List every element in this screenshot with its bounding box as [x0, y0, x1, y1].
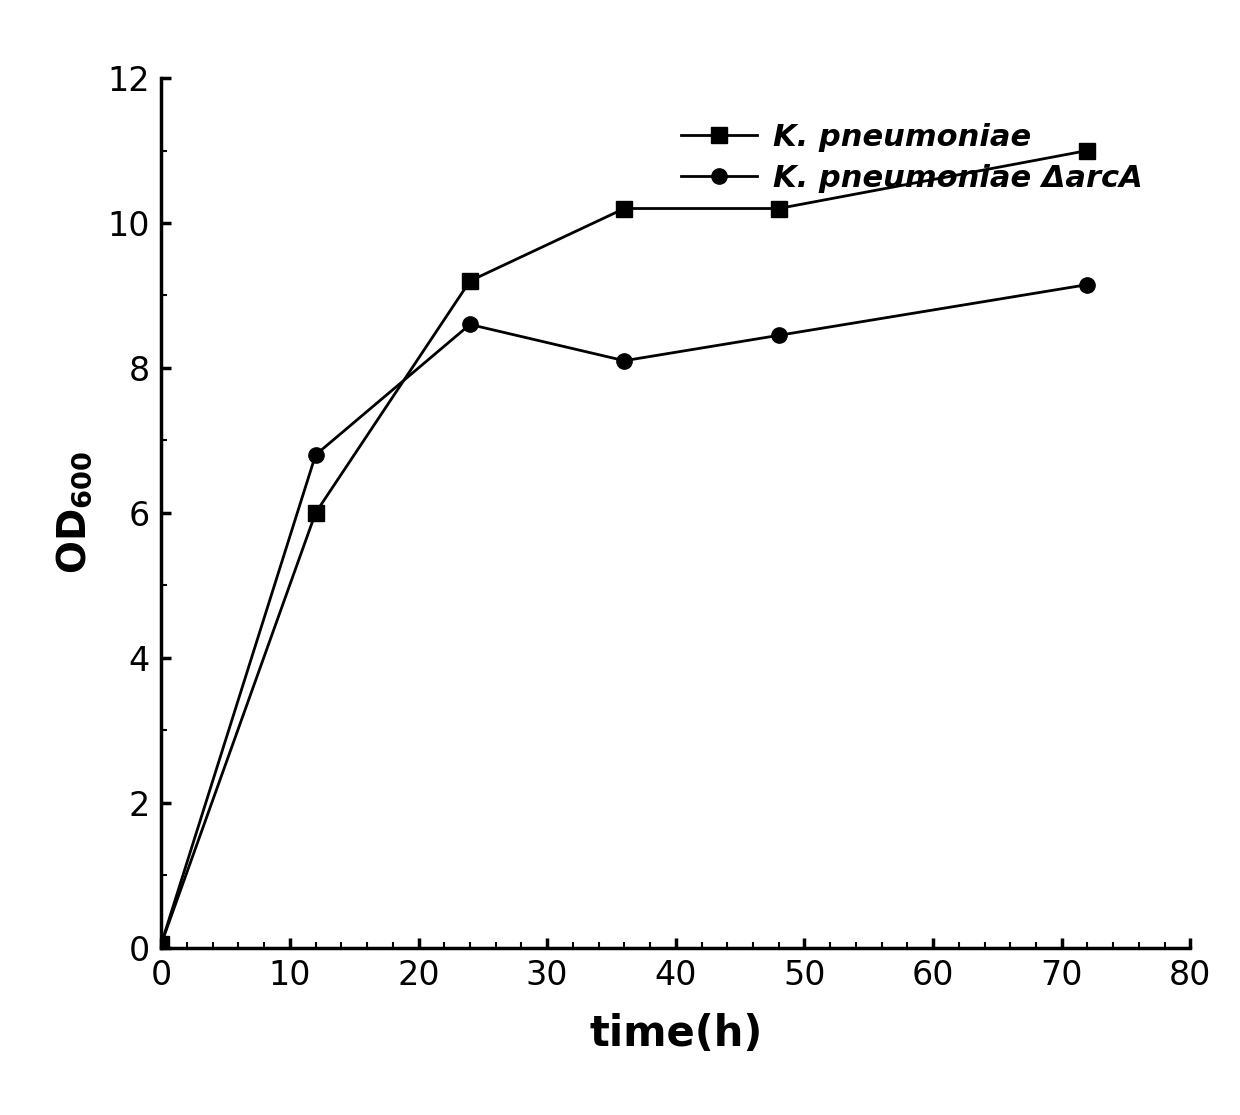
K. pneumoniae [154, 938, 169, 951]
Y-axis label: $\mathbf{OD_{600}}$: $\mathbf{OD_{600}}$ [55, 452, 93, 574]
K. pneumoniae [616, 202, 631, 215]
K. pneumoniae [1080, 144, 1095, 157]
K. pneumoniae [771, 202, 786, 215]
K. pneumoniae ΔarcA [771, 329, 786, 342]
Line: K. pneumoniae: K. pneumoniae [154, 143, 1095, 952]
K. pneumoniae ΔarcA [616, 355, 631, 368]
Legend: K. pneumoniae, K. pneumoniae ΔarcA: K. pneumoniae, K. pneumoniae ΔarcA [668, 110, 1154, 205]
K. pneumoniae ΔarcA [463, 318, 477, 331]
K. pneumoniae [309, 506, 324, 520]
K. pneumoniae [463, 274, 477, 288]
X-axis label: time(h): time(h) [589, 1012, 763, 1055]
K. pneumoniae ΔarcA [154, 938, 169, 951]
K. pneumoniae ΔarcA [309, 448, 324, 462]
K. pneumoniae ΔarcA [1080, 278, 1095, 291]
Line: K. pneumoniae ΔarcA: K. pneumoniae ΔarcA [154, 277, 1095, 952]
